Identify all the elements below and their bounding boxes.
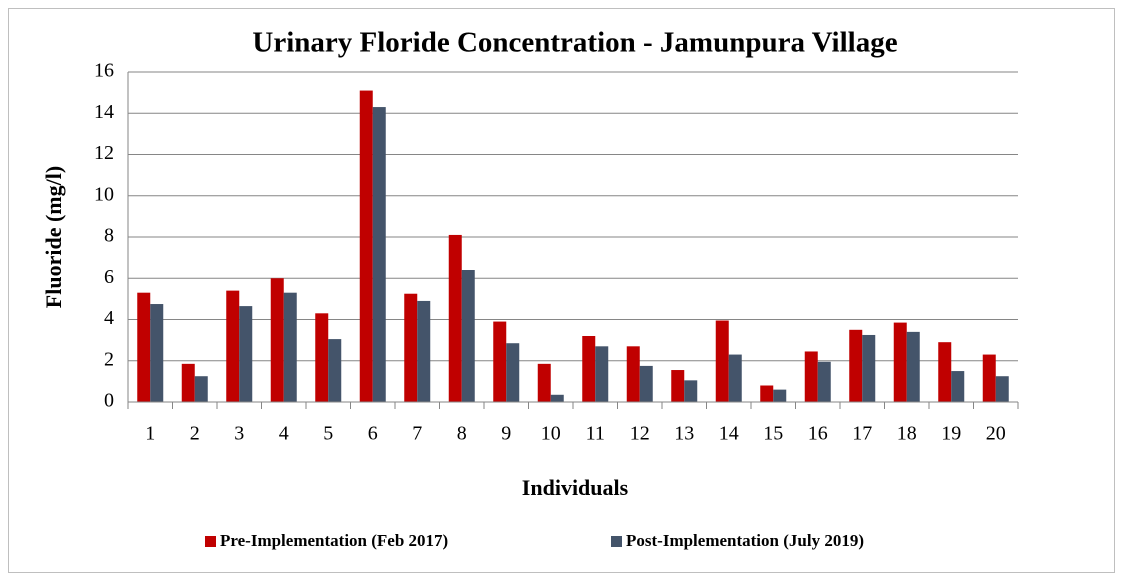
x-tick-label: 5 <box>323 423 333 445</box>
bar <box>315 313 329 402</box>
x-tick-label: 19 <box>941 423 961 445</box>
bar <box>938 342 952 402</box>
bar <box>226 290 240 402</box>
x-tick-label: 8 <box>457 423 467 445</box>
y-tick-label: 6 <box>104 266 114 288</box>
y-tick-label: 4 <box>104 307 114 329</box>
bar <box>773 389 787 402</box>
bar <box>270 278 284 402</box>
bar <box>194 376 208 402</box>
y-tick-label: 2 <box>104 348 114 370</box>
bar <box>137 292 151 402</box>
bar <box>639 365 653 402</box>
chart-frame <box>8 8 1115 573</box>
y-tick-label: 8 <box>104 225 114 247</box>
bar <box>595 346 609 402</box>
bar <box>817 361 831 402</box>
x-tick-label: 11 <box>586 423 605 445</box>
bar <box>150 304 164 402</box>
x-tick-label: 7 <box>412 423 422 445</box>
legend-label: Pre-Implementation (Feb 2017) <box>220 531 448 550</box>
x-tick-label: 15 <box>763 423 783 445</box>
x-tick-label: 14 <box>719 423 739 445</box>
bar <box>626 346 640 402</box>
y-tick-label: 10 <box>94 183 114 205</box>
bar <box>328 339 342 402</box>
bar <box>537 363 551 402</box>
x-tick-label: 20 <box>986 423 1006 445</box>
bar <box>506 343 520 402</box>
y-axis-label: Fluoride (mg/l) <box>41 166 66 308</box>
x-tick-label: 4 <box>279 423 289 445</box>
bar <box>760 385 774 402</box>
chart-title: Urinary Floride Concentration - Jamunpur… <box>252 27 897 59</box>
bar <box>550 394 564 402</box>
y-tick-label: 16 <box>94 60 114 82</box>
x-tick-label: 17 <box>852 423 872 445</box>
bar <box>181 363 195 402</box>
bar <box>715 320 729 402</box>
x-axis-label: Individuals <box>522 475 629 500</box>
bar <box>359 90 373 402</box>
bar <box>372 107 386 402</box>
x-tick-label: 12 <box>630 423 650 445</box>
bar <box>493 321 507 402</box>
bar <box>448 234 462 402</box>
bar <box>862 334 876 402</box>
bar <box>582 336 596 402</box>
x-tick-label: 6 <box>368 423 378 445</box>
bar <box>239 306 253 402</box>
bar <box>283 292 297 402</box>
x-tick-label: 3 <box>234 423 244 445</box>
y-tick-label: 12 <box>94 142 114 164</box>
legend-label: Post-Implementation (July 2019) <box>626 531 864 550</box>
bar <box>982 354 996 402</box>
bar <box>951 371 965 402</box>
x-tick-label: 18 <box>897 423 917 445</box>
bar <box>417 300 431 402</box>
y-tick-label: 14 <box>94 101 114 123</box>
bar <box>684 380 698 402</box>
x-tick-label: 10 <box>541 423 561 445</box>
bar <box>404 293 418 402</box>
bar <box>728 354 742 402</box>
x-tick-label: 13 <box>674 423 694 445</box>
bar <box>995 376 1009 402</box>
bar <box>893 322 907 402</box>
bar <box>849 329 863 402</box>
y-tick-label: 0 <box>104 390 114 412</box>
x-tick-label: 9 <box>501 423 511 445</box>
bar <box>671 370 685 402</box>
x-tick-label: 16 <box>808 423 828 445</box>
bar <box>804 351 818 402</box>
legend-swatch <box>205 536 216 547</box>
legend-swatch <box>611 536 622 547</box>
bar <box>906 331 920 402</box>
x-tick-label: 2 <box>190 423 200 445</box>
x-tick-label: 1 <box>145 423 155 445</box>
bar <box>461 270 475 402</box>
